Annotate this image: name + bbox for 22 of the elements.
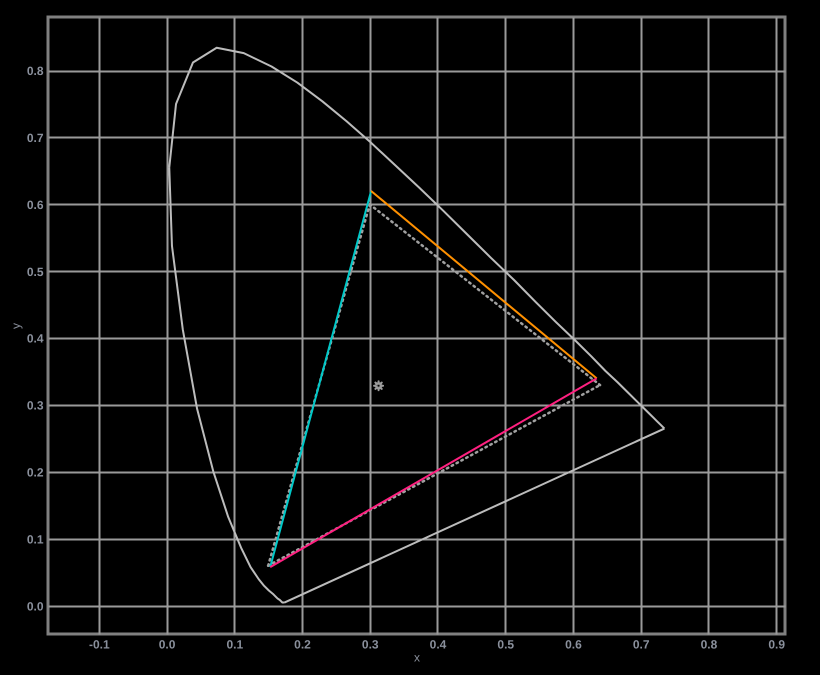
x-tick-label: 0.6 [565,638,582,652]
y-tick-label: 0.0 [26,599,44,614]
x-tick-label: 0.8 [700,638,718,652]
y-tick-label: 0.4 [26,332,44,346]
x-tick-label: 0.1 [226,638,244,652]
y-tick-label: 0.5 [26,264,44,279]
x-tick-label: 0.7 [632,638,650,652]
y-tick-label: 0.6 [26,198,44,212]
x-tick-label: 0.4 [430,638,447,652]
x-axis-title: x [414,650,420,664]
y-tick-label: 0.2 [26,466,44,480]
x-tick-label: 0.5 [497,638,514,652]
y-tick-label: 0.1 [26,532,44,546]
x-tick-label: -0.1 [88,638,110,652]
x-tick-label: 0.2 [294,638,312,652]
x-tick-label: 0.3 [362,638,379,652]
x-tick-label: 0.0 [158,638,176,652]
y-tick-label: 0.7 [26,130,44,145]
y-tick-label: 0.8 [26,64,44,78]
y-tick-label: 0.3 [26,398,44,413]
x-tick-label: 0.9 [768,638,786,652]
y-axis-title: y [8,323,23,329]
